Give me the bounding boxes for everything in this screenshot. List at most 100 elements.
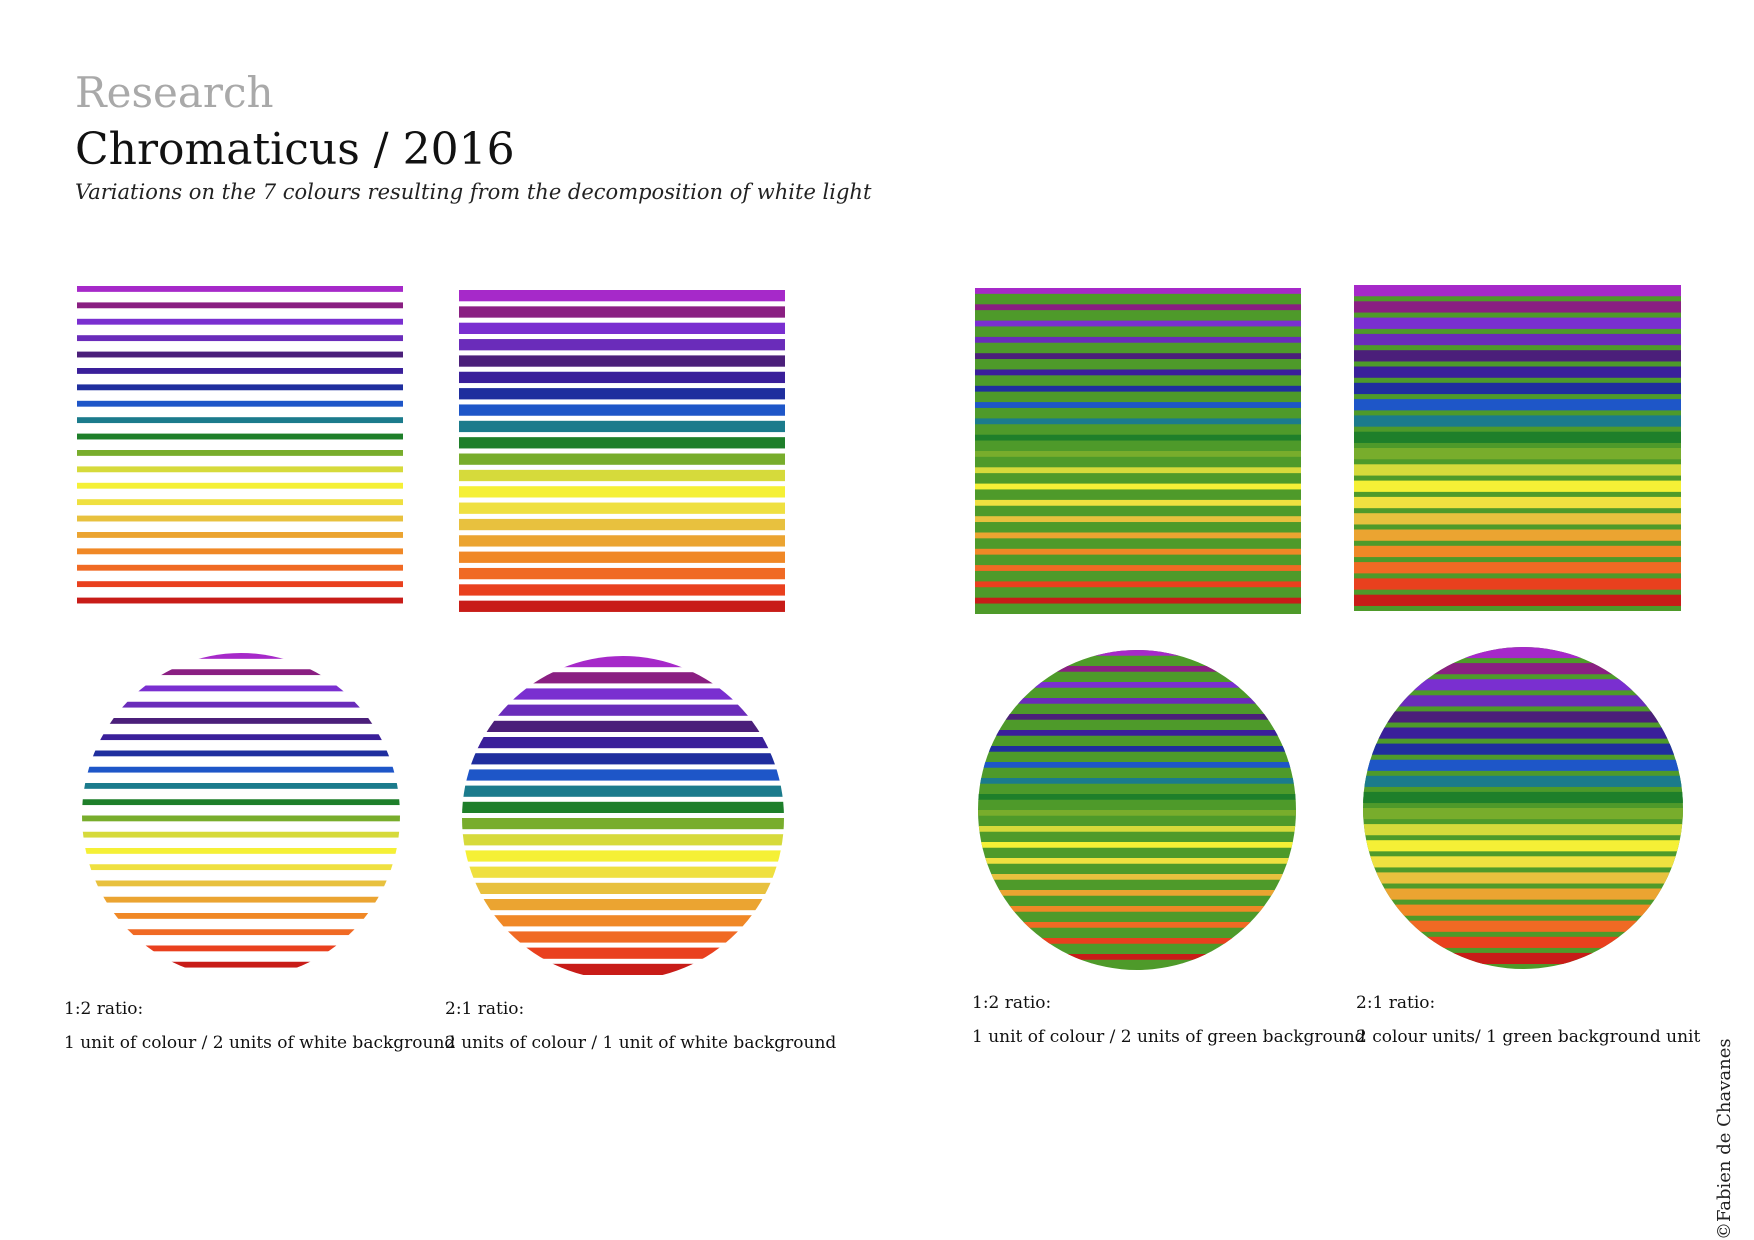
colour-stripe (1363, 759, 1683, 771)
colour-stripe (1354, 301, 1681, 313)
caption-white-1-2: 1:2 ratio: 1 unit of colour / 2 units of… (64, 998, 455, 1054)
colour-stripe (459, 535, 785, 547)
colour-stripe (975, 499, 1301, 506)
page-subtitle: Variations on the 7 colours resulting fr… (75, 180, 872, 204)
colour-stripe (82, 750, 400, 757)
colour-stripe (1354, 496, 1681, 509)
colour-stripe (77, 532, 403, 538)
colour-stripe (978, 874, 1296, 880)
stripe-circle-green-2-1 (1363, 647, 1683, 969)
colour-stripe (1363, 663, 1683, 675)
colour-stripe (978, 826, 1296, 832)
colour-stripe (82, 669, 400, 676)
colour-stripe (1363, 711, 1683, 723)
colour-stripe (1354, 399, 1681, 411)
colour-stripe (1363, 888, 1683, 900)
colour-stripe (462, 656, 784, 668)
colour-stripe (77, 466, 403, 473)
caption-ratio: 1:2 ratio: (972, 993, 1052, 1013)
colour-stripe (975, 418, 1301, 425)
stripe-square-white-1-2 (77, 286, 403, 614)
copyright-notice: ©Fabien de Chavanes (1714, 1038, 1735, 1240)
colour-stripe (82, 799, 400, 806)
colour-stripe (1354, 578, 1681, 590)
colour-stripe (978, 938, 1296, 944)
colour-stripe (459, 420, 785, 433)
colour-stripe (1354, 480, 1681, 492)
colour-stripe (1354, 594, 1681, 606)
colour-stripe (1354, 415, 1681, 427)
colour-stripe (459, 371, 785, 384)
caption-description: 1 unit of colour / 2 units of green back… (972, 1027, 1366, 1047)
colour-stripe (462, 753, 784, 765)
colour-stripe (975, 434, 1301, 441)
caption-green-2-1: 2:1 ratio: 2 colour units/ 1 green backg… (1356, 992, 1700, 1048)
colour-stripe (978, 746, 1296, 752)
colour-stripe (978, 730, 1296, 736)
colour-stripe (459, 355, 785, 367)
colour-stripe (459, 306, 785, 318)
colour-stripe (77, 335, 403, 342)
colour-stripe (978, 698, 1296, 704)
colour-stripe (82, 783, 400, 789)
colour-stripe (82, 864, 400, 871)
colour-stripe (77, 597, 403, 604)
colour-stripe (82, 929, 400, 936)
colour-stripe (82, 718, 400, 724)
colour-stripe (975, 320, 1301, 327)
colour-stripe (77, 318, 403, 325)
stripe-circle-white-1-2 (82, 653, 400, 978)
colour-stripe (1354, 513, 1681, 525)
colour-stripe (978, 650, 1296, 656)
colour-stripe (77, 384, 403, 391)
colour-stripe (1354, 448, 1681, 460)
caption-description: 1 unit of colour / 2 units of white back… (64, 1033, 456, 1053)
colour-stripe (1354, 333, 1681, 346)
colour-stripe (1354, 562, 1681, 574)
colour-stripe (975, 353, 1301, 360)
colour-stripe (459, 551, 785, 563)
colour-stripe (77, 286, 403, 292)
colour-stripe (975, 385, 1301, 392)
colour-stripe (459, 600, 785, 612)
colour-stripe (1354, 350, 1681, 362)
colour-stripe (975, 336, 1301, 343)
colour-stripe (459, 453, 785, 465)
colour-stripe (462, 672, 784, 684)
colour-stripe (1354, 545, 1681, 558)
colour-stripe (1363, 856, 1683, 868)
colour-stripe (978, 858, 1296, 864)
colour-stripe (975, 402, 1301, 408)
colour-stripe (77, 302, 403, 309)
colour-stripe (459, 437, 785, 449)
colour-stripe (1363, 872, 1683, 884)
colour-stripe (462, 931, 784, 943)
colour-stripe (1354, 529, 1681, 541)
colour-stripe (462, 947, 784, 959)
colour-stripe (975, 565, 1301, 571)
colour-stripe (82, 766, 400, 773)
colour-stripe (462, 720, 784, 732)
colour-stripe (462, 818, 784, 830)
colour-stripe (82, 653, 400, 659)
colour-stripe (82, 815, 400, 822)
colour-stripe (459, 502, 785, 514)
colour-stripe (1363, 727, 1683, 739)
colour-stripe (462, 850, 784, 862)
colour-stripe (462, 688, 784, 700)
colour-stripe (978, 906, 1296, 912)
colour-stripe (975, 581, 1301, 588)
colour-stripe (459, 469, 785, 482)
colour-stripe (1354, 317, 1681, 329)
colour-stripe (1363, 808, 1683, 820)
colour-stripe (462, 915, 784, 927)
colour-stripe (975, 516, 1301, 523)
colour-stripe (975, 532, 1301, 539)
colour-stripe (462, 882, 784, 894)
colour-stripe (978, 762, 1296, 768)
colour-stripe (975, 451, 1301, 457)
colour-stripe (1363, 679, 1683, 691)
colour-stripe (459, 518, 785, 531)
colour-stripe (1363, 695, 1683, 707)
colour-stripe (978, 682, 1296, 688)
